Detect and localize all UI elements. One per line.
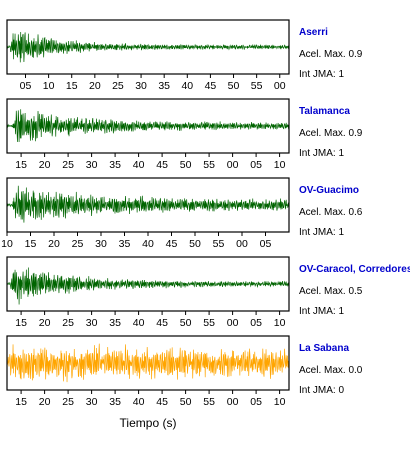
station-panel: OV-Caracol, Corredores Acel. Max. 0.5 Int … xyxy=(6,256,410,329)
plot-frame xyxy=(6,335,290,391)
x-tick-label: 35 xyxy=(109,159,121,171)
x-tick-label: 05 xyxy=(250,159,262,171)
x-tick-label: 05 xyxy=(250,317,262,329)
plot-frame xyxy=(6,19,290,75)
x-tick-label: 10 xyxy=(274,159,286,171)
x-tick-label: 35 xyxy=(109,396,121,408)
x-tick-label: 20 xyxy=(48,238,60,250)
x-tick-label: 30 xyxy=(95,238,107,250)
x-tick-label: 15 xyxy=(25,238,37,250)
station-name: OV-Caracol, Corredores xyxy=(299,264,410,275)
x-tick-label: 00 xyxy=(236,238,248,250)
x-tick-label: 45 xyxy=(205,80,217,92)
x-tick-label: 50 xyxy=(180,396,192,408)
x-tick-label: 25 xyxy=(72,238,84,250)
x-tick-label: 50 xyxy=(180,317,192,329)
station-panel: Aserri Acel. Max. 0.9 Int JMA: 1 05 10 15 20 25… xyxy=(6,19,363,92)
station-name: OV-Guacimo xyxy=(299,185,359,196)
x-tick-label: 15 xyxy=(15,396,27,408)
x-tick-label: 50 xyxy=(228,80,240,92)
station-name: Talamanca xyxy=(299,106,350,117)
station-name: La Sabana xyxy=(299,343,349,354)
x-tick-label: 30 xyxy=(86,396,98,408)
waveform-trace xyxy=(7,32,289,63)
x-tick-label: 45 xyxy=(156,159,168,171)
station-panel: La Sabana Acel. Max. 0.0 Int JMA: 0 15 20 25 3… xyxy=(6,335,363,408)
x-tick-label: 35 xyxy=(119,238,131,250)
x-tick-label: 30 xyxy=(86,159,98,171)
x-tick-label: 50 xyxy=(180,159,192,171)
x-tick-label: 00 xyxy=(227,317,239,329)
jma-intensity-label: Int JMA: 1 xyxy=(299,69,344,80)
x-tick-label: 00 xyxy=(227,159,239,171)
x-tick-label: 30 xyxy=(135,80,147,92)
station-panel: OV-Guacimo Acel. Max. 0.6 Int JMA: 1 10 15 20… xyxy=(1,177,363,250)
x-axis-label: Tiempo (s) xyxy=(120,416,177,430)
x-tick-label: 55 xyxy=(213,238,225,250)
jma-intensity-label: Int JMA: 1 xyxy=(299,148,344,159)
max-acceleration-label: Acel. Max. 0.9 xyxy=(299,49,363,60)
x-tick-label: 20 xyxy=(39,159,51,171)
max-acceleration-label: Acel. Max. 0.6 xyxy=(299,207,363,218)
station-name: Aserri xyxy=(299,27,328,38)
waveform-trace xyxy=(7,267,289,305)
x-tick-label: 55 xyxy=(203,396,215,408)
x-tick-label: 10 xyxy=(274,317,286,329)
x-tick-label: 40 xyxy=(133,396,145,408)
station-panel: Talamanca Acel. Max. 0.9 Int JMA: 1 15 20 25 3… xyxy=(6,98,363,171)
x-tick-label: 05 xyxy=(250,396,262,408)
x-tick-label: 15 xyxy=(66,80,78,92)
x-tick-label: 35 xyxy=(109,317,121,329)
x-tick-label: 40 xyxy=(181,80,193,92)
x-tick-label: 55 xyxy=(203,317,215,329)
x-tick-label: 35 xyxy=(158,80,170,92)
x-tick-label: 20 xyxy=(39,317,51,329)
max-acceleration-label: Acel. Max. 0.5 xyxy=(299,286,363,297)
x-tick-label: 55 xyxy=(203,159,215,171)
x-tick-label: 10 xyxy=(274,396,286,408)
waveform-trace xyxy=(7,109,289,143)
x-tick-label: 10 xyxy=(43,80,55,92)
jma-intensity-label: Int JMA: 0 xyxy=(299,385,344,396)
x-tick-label: 20 xyxy=(39,396,51,408)
x-tick-label: 10 xyxy=(1,238,13,250)
x-tick-label: 50 xyxy=(189,238,201,250)
x-tick-label: 45 xyxy=(156,396,168,408)
x-tick-label: 25 xyxy=(62,396,74,408)
x-tick-label: 00 xyxy=(274,80,286,92)
x-tick-label: 30 xyxy=(86,317,98,329)
waveform-trace xyxy=(7,343,289,383)
max-acceleration-label: Acel. Max. 0.9 xyxy=(299,128,363,139)
x-tick-label: 55 xyxy=(251,80,263,92)
x-tick-label: 40 xyxy=(142,238,154,250)
x-tick-label: 40 xyxy=(133,317,145,329)
x-tick-label: 45 xyxy=(156,317,168,329)
x-tick-label: 05 xyxy=(260,238,272,250)
plot-frame xyxy=(6,98,290,154)
x-tick-label: 05 xyxy=(20,80,32,92)
x-tick-label: 25 xyxy=(62,159,74,171)
x-tick-label: 15 xyxy=(15,159,27,171)
jma-intensity-label: Int JMA: 1 xyxy=(299,227,344,238)
x-tick-label: 20 xyxy=(89,80,101,92)
x-tick-label: 25 xyxy=(112,80,124,92)
x-tick-label: 00 xyxy=(227,396,239,408)
x-tick-label: 15 xyxy=(15,317,27,329)
waveform-trace xyxy=(7,185,289,223)
plot-frame xyxy=(6,256,290,312)
x-tick-label: 45 xyxy=(166,238,178,250)
x-tick-label: 25 xyxy=(62,317,74,329)
x-tick-label: 40 xyxy=(133,159,145,171)
jma-intensity-label: Int JMA: 1 xyxy=(299,306,344,317)
max-acceleration-label: Acel. Max. 0.0 xyxy=(299,365,363,376)
